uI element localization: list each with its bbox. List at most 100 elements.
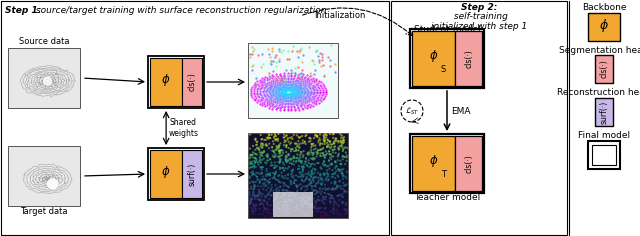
Point: [339, 140, 349, 144]
Point: [280, 91, 290, 95]
Point: [297, 60, 307, 64]
Point: [285, 88, 295, 92]
Point: [290, 96, 300, 99]
Point: [278, 88, 288, 91]
Point: [278, 48, 289, 52]
Point: [278, 82, 288, 86]
Point: [275, 98, 285, 102]
Point: [303, 84, 313, 88]
Point: [300, 189, 310, 193]
Point: [264, 180, 275, 184]
Text: $\phi$: $\phi$: [161, 164, 171, 180]
Point: [277, 88, 287, 92]
Point: [296, 196, 306, 200]
Point: [337, 200, 347, 204]
Point: [270, 183, 280, 187]
Point: [285, 161, 295, 165]
Point: [291, 81, 301, 85]
Point: [319, 156, 330, 160]
Point: [284, 97, 294, 100]
Point: [259, 181, 269, 185]
Point: [271, 85, 281, 88]
Point: [283, 101, 293, 105]
Point: [257, 150, 268, 154]
Point: [255, 179, 265, 183]
Point: [332, 186, 342, 190]
Text: EMA: EMA: [451, 106, 470, 115]
Point: [320, 155, 330, 159]
Point: [269, 149, 279, 153]
Point: [260, 207, 270, 211]
Point: [309, 176, 319, 179]
Point: [319, 84, 329, 88]
Point: [271, 72, 281, 76]
Point: [245, 206, 255, 210]
Point: [264, 190, 275, 194]
Point: [330, 172, 340, 176]
Point: [271, 171, 281, 174]
Point: [305, 93, 315, 97]
Point: [277, 206, 287, 210]
Point: [282, 105, 292, 109]
Point: [298, 173, 308, 177]
Point: [257, 146, 268, 150]
Point: [253, 94, 263, 98]
Point: [287, 93, 297, 97]
Point: [275, 159, 285, 163]
Point: [296, 90, 307, 94]
Point: [285, 104, 296, 108]
Point: [257, 195, 267, 199]
Point: [284, 92, 294, 96]
Point: [257, 158, 267, 162]
Point: [251, 165, 261, 169]
Point: [286, 91, 296, 95]
Point: [271, 92, 281, 95]
Point: [326, 142, 336, 146]
Point: [309, 206, 319, 209]
Point: [291, 159, 301, 163]
Point: [341, 201, 351, 205]
Point: [262, 200, 273, 204]
Point: [305, 92, 316, 96]
Point: [261, 88, 271, 92]
Point: [312, 189, 322, 193]
Point: [256, 192, 266, 196]
Point: [274, 152, 284, 155]
Point: [305, 89, 316, 93]
Bar: [273, 191, 313, 217]
Point: [314, 180, 324, 184]
Point: [291, 196, 301, 200]
Point: [307, 175, 317, 179]
Point: [336, 214, 346, 218]
Point: [338, 177, 348, 181]
Point: [285, 158, 296, 162]
Point: [319, 160, 329, 164]
Point: [330, 171, 340, 175]
Point: [301, 198, 312, 202]
Point: [276, 166, 286, 170]
Point: [264, 172, 274, 176]
Point: [262, 103, 273, 107]
Text: $\phi$: $\phi$: [599, 17, 609, 34]
Point: [305, 91, 316, 95]
Point: [298, 203, 308, 206]
Point: [284, 83, 294, 87]
Point: [308, 209, 319, 213]
Point: [316, 95, 326, 99]
Point: [301, 106, 312, 110]
Point: [269, 142, 279, 146]
Point: [244, 193, 255, 196]
Point: [264, 90, 275, 94]
Point: [246, 161, 257, 165]
Point: [280, 139, 290, 142]
Point: [259, 93, 269, 97]
Point: [301, 213, 312, 217]
Point: [325, 163, 335, 166]
Point: [278, 96, 288, 100]
Point: [293, 210, 303, 214]
Point: [255, 88, 266, 91]
Point: [331, 136, 341, 140]
Point: [297, 179, 307, 183]
Point: [296, 182, 306, 186]
Point: [298, 185, 308, 188]
